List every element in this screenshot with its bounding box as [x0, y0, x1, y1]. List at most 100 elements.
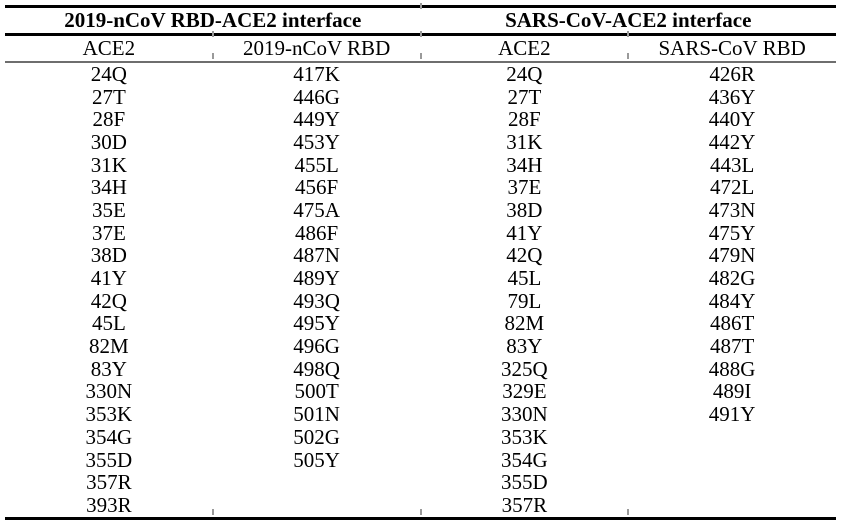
residue-cell: 24Q	[90, 61, 127, 86]
residue-cell	[628, 449, 836, 472]
residue-cell: 489Y	[293, 266, 340, 291]
residue-cell: 486F	[295, 220, 339, 245]
table-row: 35E 475A 38D 473N	[5, 199, 836, 222]
table-row: 31K 455L 34H 443L	[5, 154, 836, 177]
residue-cell: 489I	[712, 379, 752, 404]
residue-cell: 455L	[294, 152, 339, 177]
residue-cell: 38D	[506, 197, 543, 222]
residue-cell: 330N	[501, 402, 548, 427]
column-boundary-tick	[627, 509, 629, 515]
table-row: 41Y 489Y 45L 482G	[5, 267, 836, 290]
interface-residues-table: 2019-nCoV RBD-ACE2 interface SARS-CoV-AC…	[5, 5, 836, 520]
table-row: 24Q 417K 24Q 426R	[5, 62, 836, 86]
residue-cell: 83Y	[506, 334, 543, 359]
column-boundary-tick	[420, 53, 422, 59]
residue-cell: 355D	[85, 447, 133, 472]
residue-cell: 456F	[295, 175, 339, 200]
residue-cell: 28F	[92, 107, 126, 132]
residue-cell: 446G	[293, 84, 340, 109]
residue-cell: 449Y	[293, 107, 340, 132]
table-row: 34H 456F 37E 472L	[5, 176, 836, 199]
residue-cell: 440Y	[708, 107, 756, 132]
residue-cell: 34H	[90, 175, 127, 200]
column-boundary-tick	[420, 3, 422, 9]
residue-cell: 500T	[294, 379, 339, 404]
residue-cell: 79L	[507, 288, 542, 313]
column-boundary-tick	[420, 31, 422, 37]
residue-cell: 442Y	[708, 129, 756, 154]
table-row: 357R 355D	[5, 471, 836, 494]
residue-cell: 426R	[709, 61, 755, 86]
residue-cell: 501N	[293, 402, 340, 427]
residue-cell: 502G	[293, 424, 340, 449]
residue-cell	[628, 494, 836, 518]
table-row: 27T 446G 27T 436Y	[5, 86, 836, 109]
table-row: 393R 357R	[5, 494, 836, 518]
residue-cell	[628, 426, 836, 449]
residue-cell: 41Y	[90, 266, 127, 291]
column-header-sars-cov-rbd: SARS-CoV RBD	[628, 34, 836, 63]
residue-cell: 491Y	[708, 402, 756, 427]
residue-cell: 325Q	[501, 356, 548, 381]
residue-cell: 42Q	[90, 288, 127, 313]
residue-cell: 488G	[708, 356, 756, 381]
table-row: 354G 502G 353K	[5, 426, 836, 449]
residue-cell: 27T	[91, 84, 126, 109]
residue-cell	[213, 494, 421, 518]
residue-cell: 45L	[507, 266, 542, 291]
residue-cell: 505Y	[293, 447, 340, 472]
residue-cell: 31K	[506, 129, 543, 154]
residue-cell: 473N	[708, 197, 756, 222]
table-row: 330N 500T 329E 489I	[5, 381, 836, 404]
table-row: 353K 501N 330N 491Y	[5, 403, 836, 426]
residue-cell: 353K	[501, 424, 548, 449]
residue-cell: 479N	[708, 243, 756, 268]
residue-cell: 357R	[86, 470, 132, 495]
residue-cell: 37E	[507, 175, 542, 200]
table-row: 42Q 493Q 79L 484Y	[5, 290, 836, 313]
residue-cell: 31K	[90, 152, 127, 177]
residue-cell: 355D	[501, 470, 548, 495]
residue-cell: 41Y	[506, 220, 543, 245]
table-row: 45L 495Y 82M 486T	[5, 313, 836, 336]
residue-cell: 484Y	[708, 288, 756, 313]
column-boundary-tick	[627, 53, 629, 59]
residue-cell: 42Q	[506, 243, 543, 268]
table-row: 82M 496G 83Y 487T	[5, 335, 836, 358]
residue-cell: 24Q	[506, 61, 543, 86]
residue-cell	[628, 471, 836, 494]
residue-cell: 30D	[90, 129, 127, 154]
residue-cell: 495Y	[293, 311, 340, 336]
residue-cell: 329E	[502, 379, 547, 404]
residue-cell: 393R	[86, 492, 132, 517]
column-boundary-tick	[627, 31, 629, 37]
residue-cell: 354G	[501, 447, 548, 472]
table-row: 355D 505Y 354G	[5, 449, 836, 472]
residue-cell: 487T	[709, 334, 755, 359]
table-row: 30D 453Y 31K 442Y	[5, 131, 836, 154]
column-boundary-tick	[420, 509, 422, 515]
residue-cell: 472L	[709, 175, 755, 200]
residue-cell: 82M	[504, 311, 545, 336]
residue-cell: 330N	[85, 379, 133, 404]
column-header-ace2-right: ACE2	[420, 34, 629, 63]
column-boundary-tick	[212, 31, 214, 37]
column-header-row: ACE2 2019-nCoV RBD ACE2 SARS-CoV RBD	[5, 34, 836, 63]
table-row: 83Y 498Q 325Q 488G	[5, 358, 836, 381]
residue-cell: 436Y	[708, 84, 756, 109]
residue-cell: 27T	[507, 84, 542, 109]
residue-cell: 82M	[89, 334, 129, 359]
residue-cell: 37E	[91, 220, 126, 245]
residue-cell: 453Y	[293, 129, 340, 154]
residue-cell: 417K	[293, 61, 340, 86]
residue-cell: 34H	[506, 152, 543, 177]
residue-cell: 35E	[91, 197, 126, 222]
column-boundary-tick	[212, 509, 214, 515]
residue-cell: 496G	[293, 334, 340, 359]
residue-cell: 45L	[91, 311, 126, 336]
residue-cell: 83Y	[90, 356, 127, 381]
residue-cell: 493Q	[293, 288, 340, 313]
residue-cell: 487N	[293, 243, 340, 268]
column-boundary-tick	[212, 53, 214, 59]
